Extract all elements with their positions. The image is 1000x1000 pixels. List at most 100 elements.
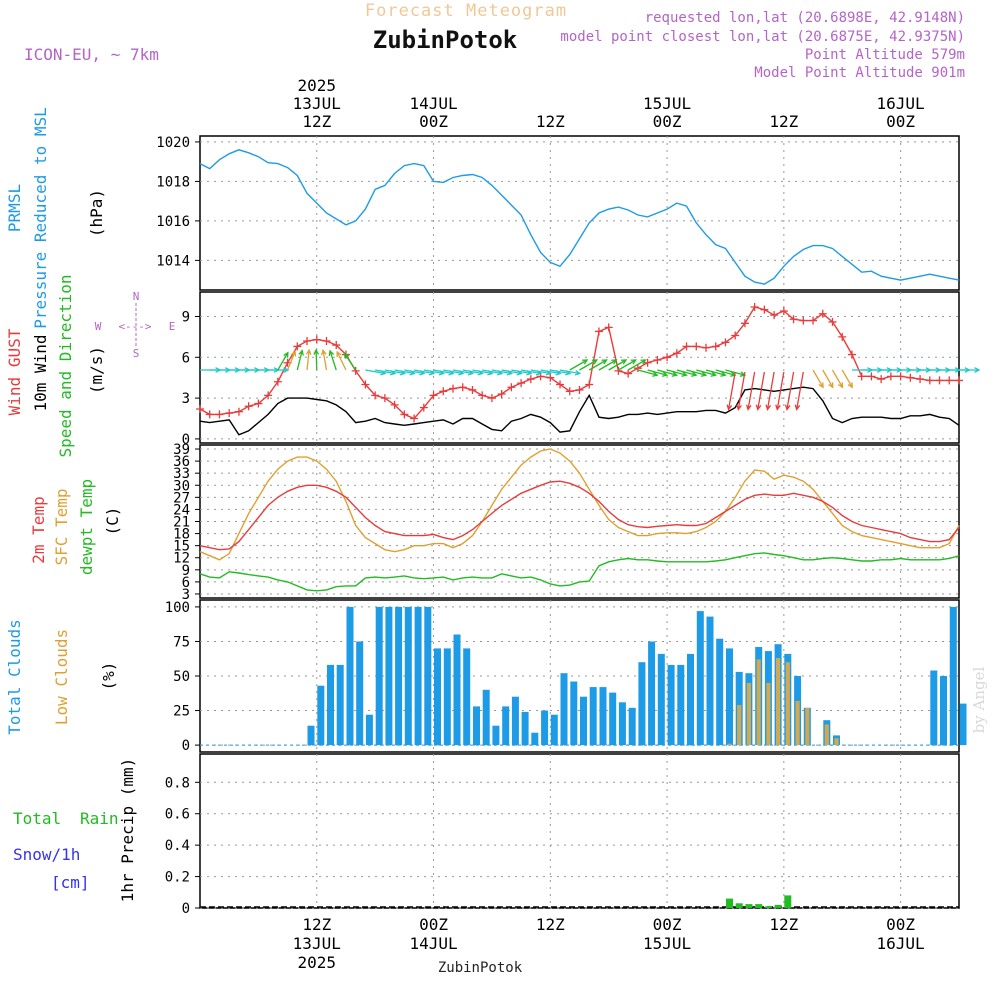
wind-direction-arrowhead xyxy=(591,359,599,365)
temp-label-dewpt: dewpt Temp xyxy=(77,479,96,575)
wind-gust-line-marker xyxy=(507,383,516,392)
wind-gust-line-marker xyxy=(390,400,399,409)
temperature-ytick-label: 3 xyxy=(182,587,190,603)
total-cloud-bar xyxy=(434,648,441,746)
wind-direction-arrow xyxy=(757,371,766,410)
wind-direction-arrow xyxy=(384,369,405,375)
wind-direction-arrowhead xyxy=(736,404,742,411)
wind-direction-arrowhead xyxy=(574,369,582,376)
wind-gust-line-marker xyxy=(702,343,710,352)
temperature-ytick-label: 6 xyxy=(182,575,190,591)
pressure-panel: 1014 1016 1018 1020 xyxy=(156,135,960,291)
temperature-ytick-label: 21 xyxy=(173,515,190,531)
temp-label-unit: (C) xyxy=(103,507,122,536)
compass-east: E xyxy=(169,320,176,333)
wind-ytick-label: 9 xyxy=(182,309,190,325)
wind-direction-arrow xyxy=(686,369,707,376)
wind-gust-line-marker xyxy=(935,376,944,385)
low-cloud-bar xyxy=(727,743,732,746)
wind-direction-arrowhead xyxy=(710,371,717,377)
wind-gust-line-marker xyxy=(692,342,701,351)
wind-direction-arrow xyxy=(365,369,386,375)
wind-label-unit: (m/s) xyxy=(87,346,106,394)
total-cloud-bar xyxy=(336,664,344,745)
wind-gust-line-marker xyxy=(468,385,477,394)
wind-direction-arrowhead xyxy=(640,359,647,365)
wind-gust-line-marker xyxy=(770,311,779,320)
wind-direction-arrow xyxy=(511,369,532,375)
wind-direction-arrow xyxy=(482,369,503,375)
wind-gust-line-marker xyxy=(215,410,224,419)
wind-gust-line-marker xyxy=(877,375,886,384)
temperature-ytick-label: 12 xyxy=(173,551,190,567)
total-cloud-bar xyxy=(638,662,646,746)
total-cloud-bar xyxy=(424,606,432,746)
wind-direction-arrowhead xyxy=(784,404,791,411)
wind-direction-arrowhead xyxy=(745,404,752,411)
wind-gust-line-marker xyxy=(750,302,759,311)
top-time-label: 12Z xyxy=(302,112,331,131)
wind-gust-line-marker xyxy=(624,369,633,378)
clouds-ytick-label: 75 xyxy=(173,634,190,650)
wind-direction-arrowhead xyxy=(313,348,320,355)
clouds-label-total: Total Clouds xyxy=(5,619,24,735)
wind-direction-arrow xyxy=(329,350,337,371)
wind-gust-line-marker xyxy=(847,350,856,359)
wind-direction-arrow xyxy=(618,359,637,371)
wind-frame xyxy=(199,291,960,444)
temperature-ytick-label: 18 xyxy=(173,527,190,543)
wind-gust-line-marker xyxy=(478,391,487,400)
clouds-ytick-label: 25 xyxy=(173,704,190,720)
wind-gust-line-marker xyxy=(633,364,642,373)
wind-direction-arrowhead xyxy=(601,359,608,365)
wind-direction-arrowhead xyxy=(775,404,781,411)
wind-gust-line-marker xyxy=(351,366,360,375)
wind-gust-line-marker xyxy=(264,391,273,400)
wind-direction-arrow xyxy=(831,369,844,388)
closest-coordinates: model point closest lon,lat (20.6875E, 4… xyxy=(560,29,965,45)
wind-gust-line-marker xyxy=(682,342,691,351)
total-cloud-bar xyxy=(317,685,325,746)
wind-gust-line-marker xyxy=(400,410,409,419)
wind-gust-line-marker xyxy=(458,383,467,392)
wind-direction-arrow xyxy=(286,351,296,371)
wind-gust-line-marker xyxy=(497,390,506,399)
wind-direction-arrow xyxy=(462,369,483,375)
temperature-ytick-label: 36 xyxy=(173,454,190,470)
wind-direction-arrowhead xyxy=(305,348,312,356)
wind-direction-arrowhead xyxy=(837,382,844,389)
bottom-time-label: 2025 xyxy=(298,953,337,972)
total-cloud-bar xyxy=(346,606,354,746)
wind-direction-arrow xyxy=(569,359,588,371)
total-cloud-bar xyxy=(521,711,529,746)
total-cloud-bar xyxy=(589,687,597,746)
low-cloud-bar xyxy=(824,724,829,746)
wind-gust-line-marker xyxy=(380,394,389,403)
wind-gust-line-marker xyxy=(906,373,915,382)
wind-speed-line xyxy=(199,386,960,436)
wind-direction-arrow xyxy=(666,369,687,376)
top-time-label: 16JUL xyxy=(877,94,925,113)
wind-gust-line-marker xyxy=(487,394,496,403)
wind-gust-line-marker xyxy=(760,305,769,314)
wind-direction-arrowhead xyxy=(343,352,350,359)
wind-gust-line-marker xyxy=(916,375,925,384)
total-cloud-bar xyxy=(473,706,480,746)
wind-gust-line-marker xyxy=(838,332,847,341)
total-cloud-bar xyxy=(492,725,500,745)
rain-bar xyxy=(735,903,743,908)
total-cloud-bar xyxy=(726,648,733,746)
wind-gust-line-marker xyxy=(303,336,312,345)
total-cloud-bar xyxy=(657,653,665,746)
total-cloud-bar xyxy=(599,687,607,746)
total-cloud-bar xyxy=(531,732,539,746)
wind-direction-arrow xyxy=(413,369,434,375)
bottom-time-label: 16JUL xyxy=(877,934,925,953)
wind-direction-arrowhead xyxy=(582,359,589,365)
pressure-frame xyxy=(199,135,960,291)
wind-gust-line-marker xyxy=(205,410,214,419)
total-cloud-bar xyxy=(463,648,471,746)
wind-direction-arrow xyxy=(705,369,726,376)
wind-direction-arrowhead xyxy=(700,371,708,377)
wind-label-direction: Speed and Direction xyxy=(56,274,75,457)
